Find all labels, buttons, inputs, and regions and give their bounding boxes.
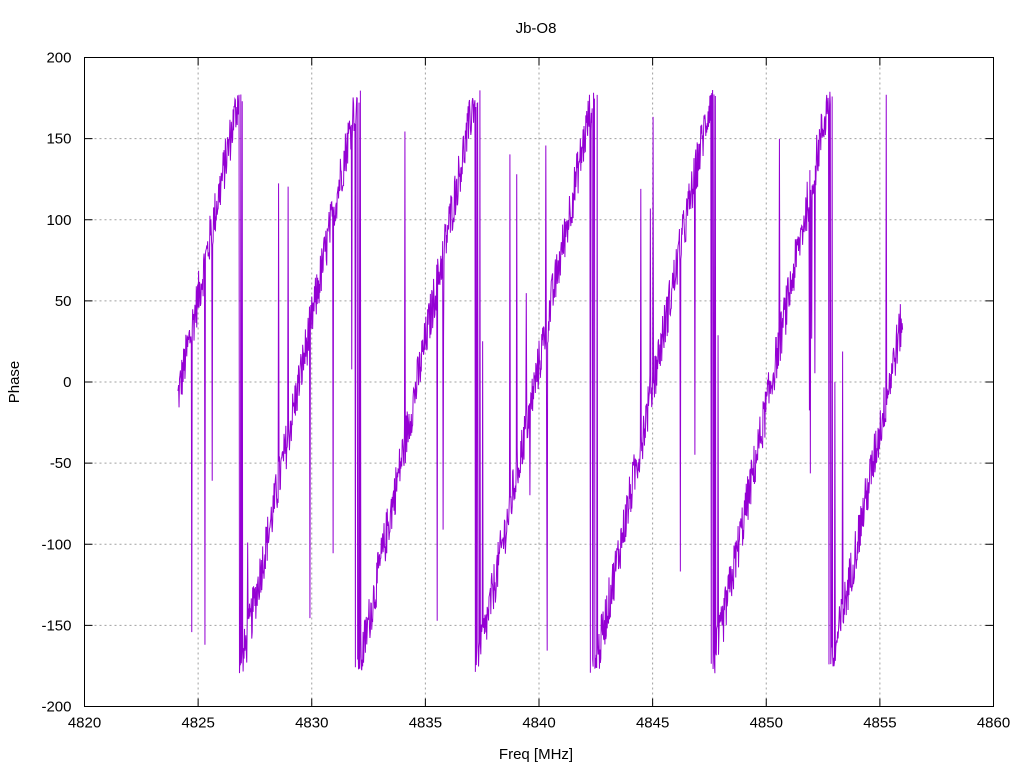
y-tick-label: -200: [41, 699, 71, 716]
x-tick-label: 4840: [522, 715, 555, 732]
chart-title: Jb-O8: [516, 20, 557, 37]
y-tick-label: -100: [41, 536, 71, 553]
y-tick-label: 150: [46, 131, 71, 148]
y-tick-label: 0: [63, 374, 71, 391]
x-axis-label: Freq [MHz]: [499, 746, 573, 763]
x-tick-label: 4825: [181, 715, 214, 732]
y-tick-label: 50: [55, 293, 72, 310]
x-tick-label: 4820: [68, 715, 101, 732]
y-tick-label: -150: [41, 617, 71, 634]
x-tick-label: 4830: [295, 715, 328, 732]
y-tick-label: -50: [50, 455, 72, 472]
x-tick-label: 4835: [409, 715, 442, 732]
x-tick-label: 4860: [977, 715, 1010, 732]
y-axis-label: Phase: [6, 361, 23, 404]
phase-series-line: [177, 90, 904, 674]
x-tick-label: 4855: [863, 715, 896, 732]
axis-ticks: 4820 4825 4830 4835 4840 4845 4850 4855 4860 -200…: [41, 50, 1010, 732]
series-group: [177, 90, 904, 674]
y-tick-label: 200: [46, 50, 71, 67]
grid: [84, 57, 994, 707]
x-tick-label: 4845: [636, 715, 669, 732]
x-tick-label: 4850: [750, 715, 783, 732]
y-tick-label: 100: [46, 212, 71, 229]
